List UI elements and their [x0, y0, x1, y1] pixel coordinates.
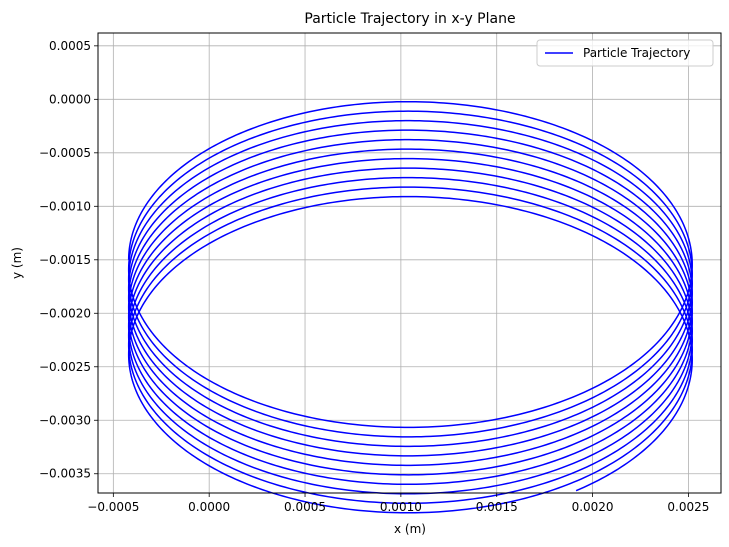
x-tick-label: 0.0005	[284, 500, 326, 514]
legend-label: Particle Trajectory	[583, 46, 690, 60]
x-tick-label: 0.0020	[572, 500, 614, 514]
grid	[98, 33, 721, 493]
x-tick-label: −0.0005	[87, 500, 139, 514]
y-tick-label: 0.0005	[49, 39, 91, 53]
plot-lines	[127, 100, 693, 514]
y-tick-label: −0.0015	[39, 253, 91, 267]
legend-box	[536, 39, 714, 67]
y-axis-label: y (m)	[10, 247, 24, 279]
y-tick-label: −0.0010	[39, 199, 91, 213]
plot-frame	[97, 32, 722, 494]
x-tick-label: 0.0010	[380, 500, 422, 514]
chart-title: Particle Trajectory in x-y Plane	[304, 11, 515, 27]
x-tick-label: 0.0025	[667, 500, 709, 514]
y-tick-label: −0.0025	[39, 360, 91, 374]
y-tick-label: −0.0030	[39, 413, 91, 427]
x-axis-label: x (m)	[394, 522, 426, 536]
y-tick-label: −0.0005	[39, 146, 91, 160]
x-tick-label: 0.0015	[476, 500, 518, 514]
y-tick-label: −0.0020	[39, 306, 91, 320]
y-tick-label: 0.0000	[49, 92, 91, 106]
trajectory-line	[127, 100, 693, 514]
x-tick-label: 0.0000	[188, 500, 230, 514]
x-axis-ticks: −0.0005 0.0000 0.0005 0.0010 0.0015 0.0020 0.0…	[87, 493, 709, 514]
y-axis-ticks: 0.0005 0.0000 −0.0005 −0.0010 −0.0015 −0.0020…	[39, 39, 98, 481]
y-tick-label: −0.0035	[39, 467, 91, 481]
legend: Particle Trajectory	[536, 39, 714, 67]
